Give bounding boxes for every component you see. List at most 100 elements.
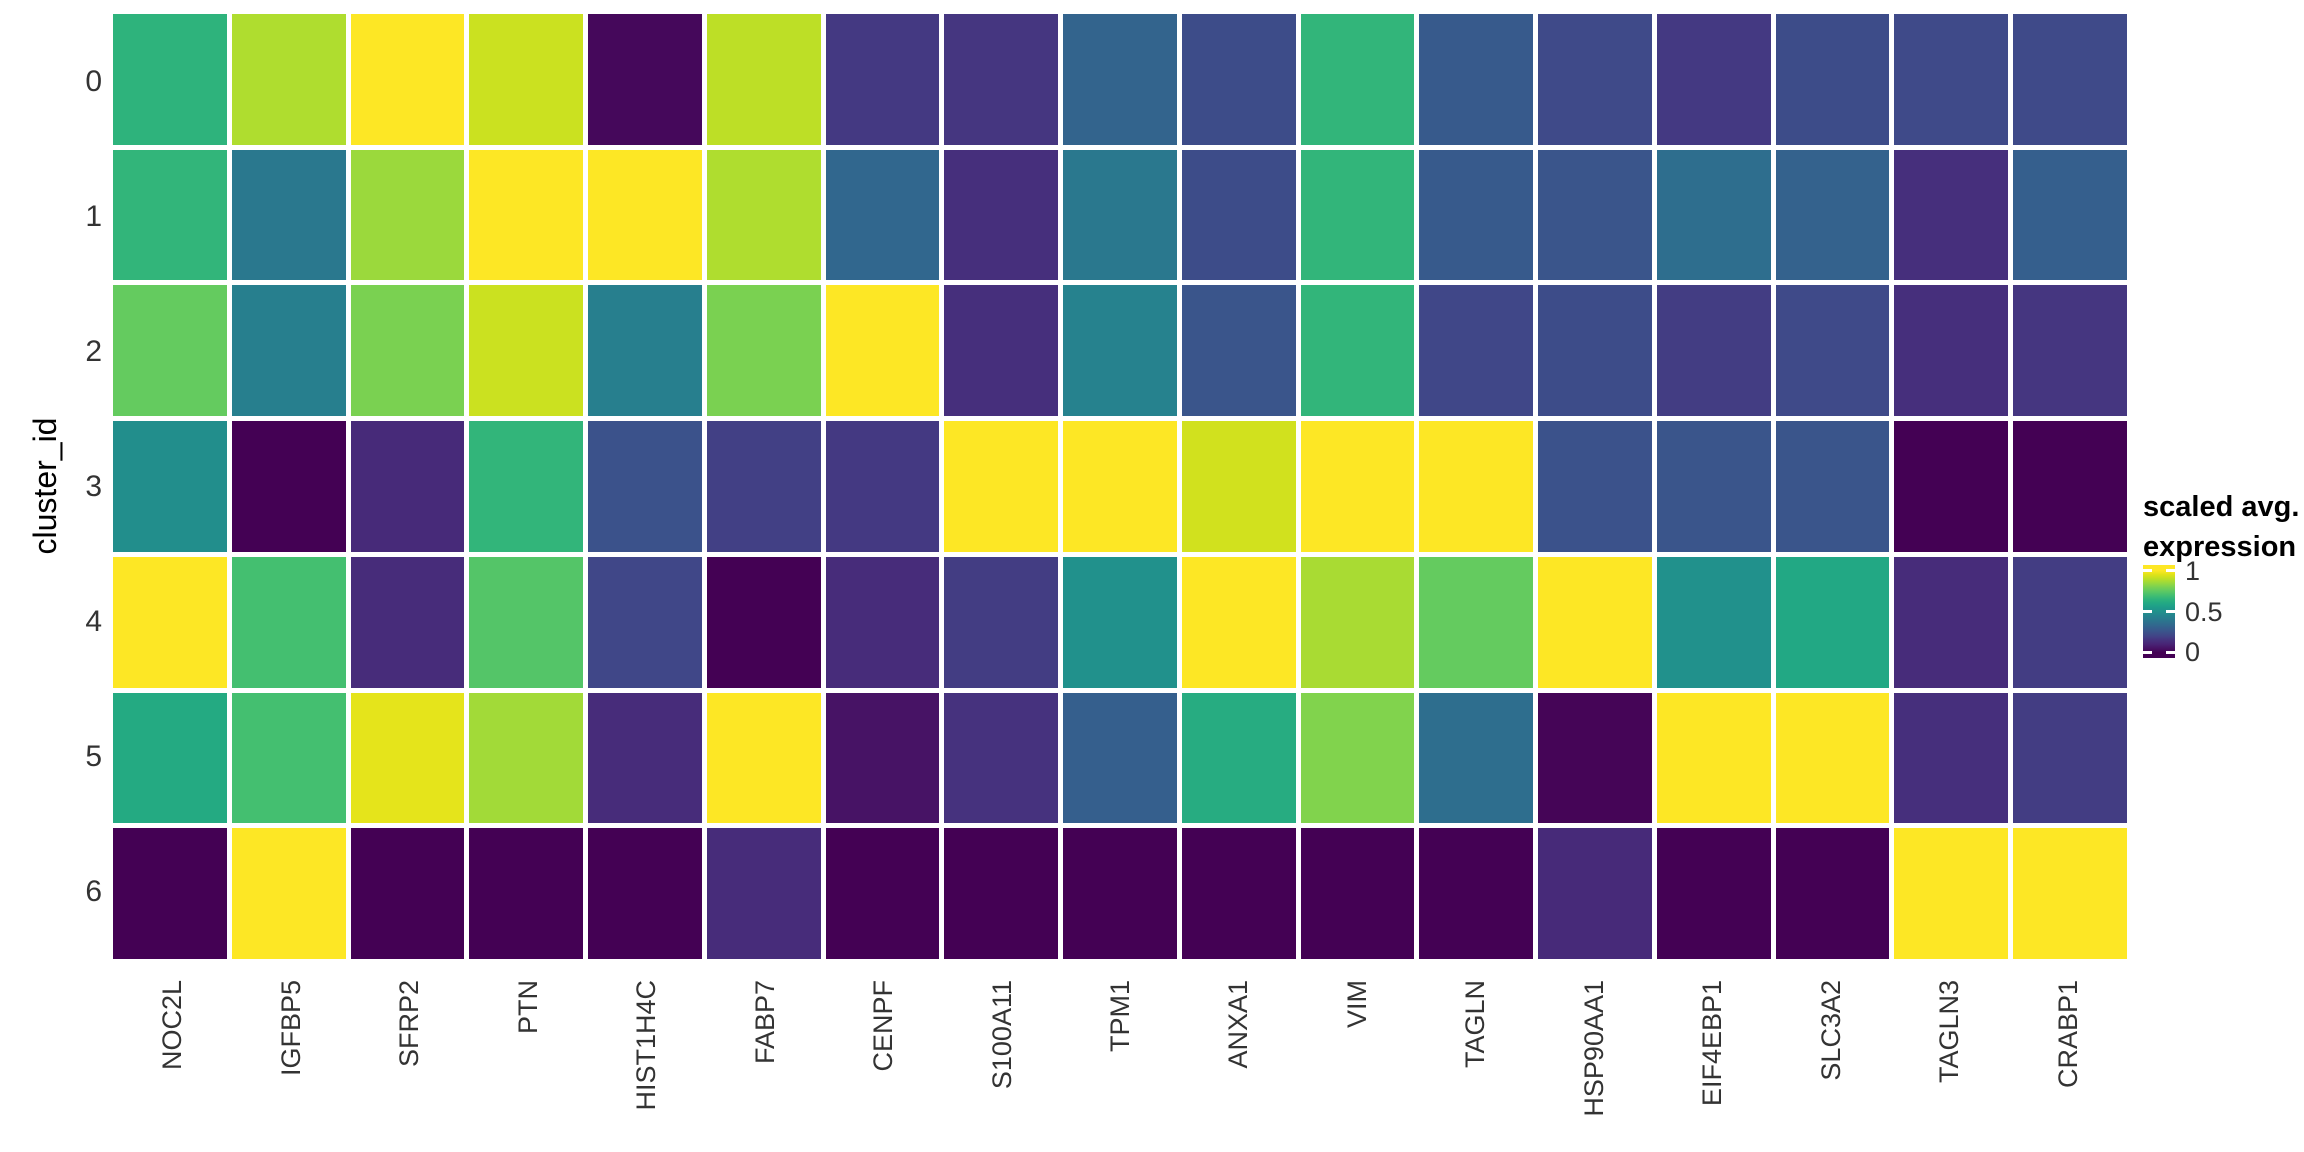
heatmap-cell (1775, 285, 1890, 417)
heatmap-cell (1894, 14, 2009, 145)
heatmap-cell (1538, 692, 1652, 824)
heatmap-cell (2013, 421, 2127, 552)
heatmap-cell (469, 556, 584, 688)
legend-tick-label: 0 (2185, 637, 2201, 668)
heatmap-cell (2013, 285, 2127, 417)
heatmap-cell (825, 421, 940, 552)
y-tick-label: 0 (85, 64, 102, 98)
y-tick-label: 3 (85, 469, 102, 503)
x-axis-label: EIF4EBP1 (1697, 980, 1728, 1107)
x-axis-label: TAGLN (1460, 980, 1491, 1069)
heatmap-cell (1656, 14, 1771, 145)
heatmap-cell (1300, 828, 1415, 959)
heatmap-cell (1181, 828, 1296, 959)
heatmap-cell (113, 421, 227, 552)
x-axis-label: NOC2L (157, 980, 188, 1071)
x-axis-label: CRABP1 (2052, 980, 2083, 1089)
heatmap-cell (1894, 828, 2009, 959)
legend-title: scaled avg. expression (2143, 487, 2299, 567)
y-tick-label: 5 (85, 739, 102, 773)
legend-tick-mark (2143, 569, 2152, 573)
heatmap-cell (1063, 692, 1177, 824)
heatmap-cell (1300, 14, 1415, 145)
heatmap-cell (1181, 556, 1296, 688)
x-axis-label: CENPF (868, 980, 899, 1072)
heatmap-cell (2013, 14, 2127, 145)
heatmap-cell (469, 692, 584, 824)
heatmap-cell (825, 692, 940, 824)
heatmap-cell (231, 14, 346, 145)
heatmap-cell (231, 692, 346, 824)
heatmap-cell (1419, 14, 1534, 145)
heatmap-cell (1181, 421, 1296, 552)
heatmap-cell (1656, 285, 1771, 417)
x-axis-label: SFRP2 (394, 980, 425, 1068)
y-tick-label: 1 (85, 199, 102, 233)
heatmap-cell (113, 556, 227, 688)
y-tick-label: 4 (85, 604, 102, 638)
heatmap-cell (350, 421, 465, 552)
heatmap-cell (1538, 556, 1652, 688)
y-tick-label: 6 (85, 874, 102, 908)
heatmap-cell (1419, 421, 1534, 552)
legend-tick-mark (2166, 569, 2175, 573)
legend-tick-label: 1 (2185, 555, 2201, 586)
heatmap-cell (944, 14, 1059, 145)
heatmap-cell (588, 285, 702, 417)
heatmap-cell (350, 14, 465, 145)
heatmap-cell (1656, 421, 1771, 552)
heatmap-cell (1063, 149, 1177, 281)
heatmap-cell (1063, 556, 1177, 688)
heatmap-cell (944, 828, 1059, 959)
heatmap-cell (944, 421, 1059, 552)
x-axis-label: S100A11 (986, 980, 1017, 1090)
x-axis-label: IGFBP5 (275, 980, 306, 1077)
legend-tick-mark (2166, 650, 2175, 654)
heatmap-cell (1894, 556, 2009, 688)
heatmap-cell (706, 556, 821, 688)
heatmap-cell (1419, 692, 1534, 824)
heatmap-cell (1894, 692, 2009, 824)
heatmap-cell (706, 14, 821, 145)
heatmap-cell (1775, 556, 1890, 688)
heatmap-cell (944, 149, 1059, 281)
heatmap-cell (706, 421, 821, 552)
heatmap-cell (706, 285, 821, 417)
legend-tick-mark (2166, 610, 2175, 613)
heatmap-cell (825, 149, 940, 281)
heatmap-cell (350, 149, 465, 281)
heatmap-cell (944, 692, 1059, 824)
heatmap-cell (1419, 556, 1534, 688)
legend-title-line2: expression (2143, 531, 2297, 563)
heatmap-cell (588, 421, 702, 552)
heatmap-cell (1775, 828, 1890, 959)
heatmap-cell (588, 149, 702, 281)
heatmap-cell (1063, 421, 1177, 552)
heatmap-cell (2013, 828, 2127, 959)
heatmap-cell (350, 285, 465, 417)
heatmap-cell (1538, 14, 1652, 145)
heatmap-cell (231, 828, 346, 959)
heatmap-cell (706, 828, 821, 959)
heatmap-cell (1894, 149, 2009, 281)
heatmap-grid (113, 14, 2127, 959)
heatmap-cell (350, 556, 465, 688)
heatmap-cell (469, 149, 584, 281)
heatmap-cell (1775, 421, 1890, 552)
heatmap-cell (1538, 149, 1652, 281)
heatmap-cell (2013, 692, 2127, 824)
heatmap-cell (350, 692, 465, 824)
heatmap-cell (1775, 149, 1890, 281)
heatmap-cell (1656, 149, 1771, 281)
x-axis-label: ANXA1 (1223, 980, 1254, 1069)
x-axis-label: SLC3A2 (1815, 980, 1846, 1081)
heatmap-cell (113, 692, 227, 824)
heatmap-cell (1181, 149, 1296, 281)
heatmap-cell (469, 828, 584, 959)
heatmap-cell (1538, 828, 1652, 959)
heatmap-cell (1419, 828, 1534, 959)
x-axis-label: FABP7 (749, 980, 780, 1065)
heatmap-cell (1538, 285, 1652, 417)
heatmap-cell (1063, 828, 1177, 959)
